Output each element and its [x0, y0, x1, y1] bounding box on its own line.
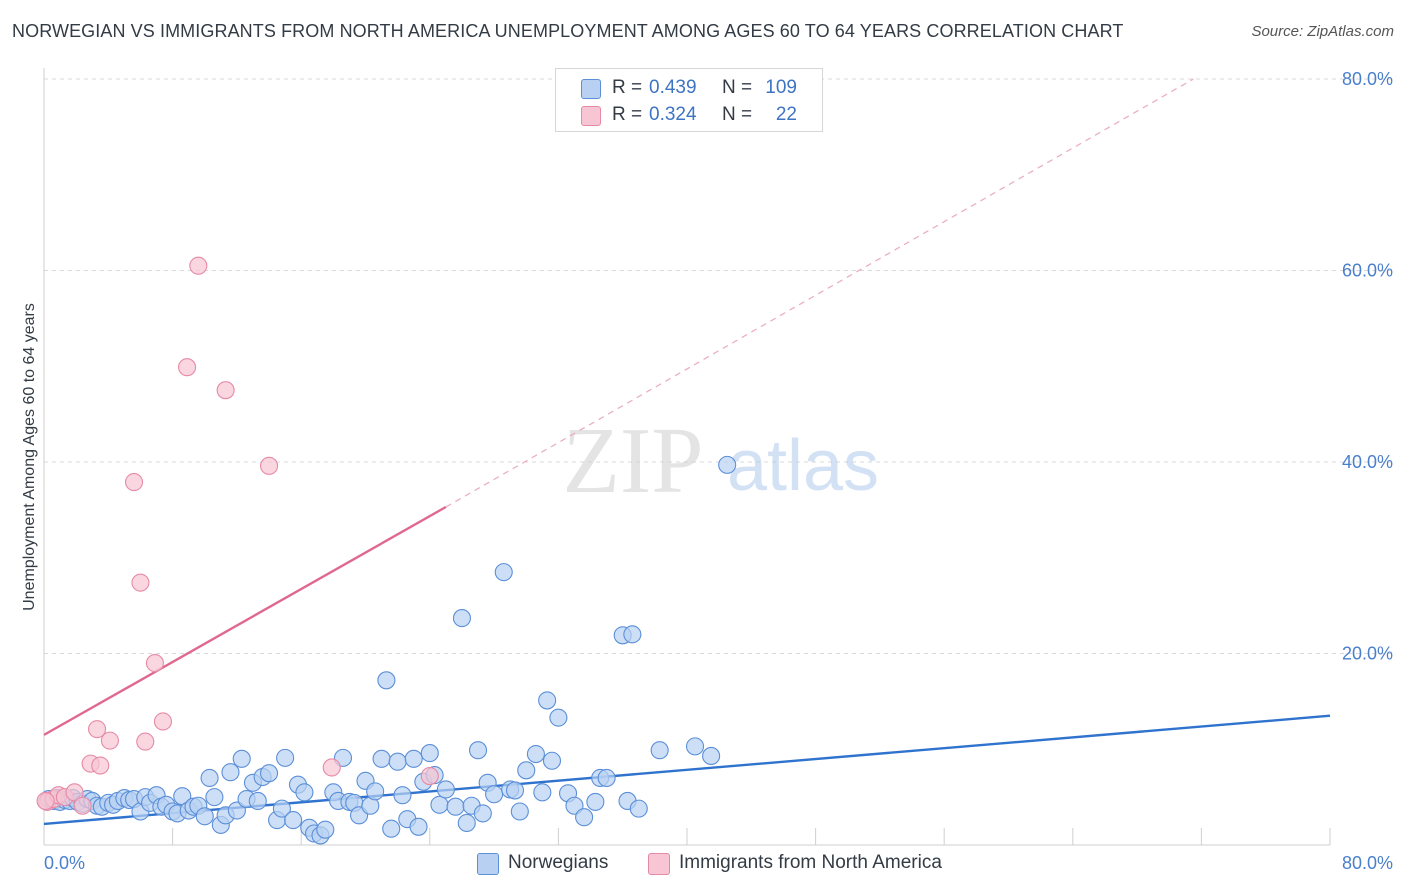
norwegians-point	[533, 783, 552, 802]
legend-n-value: 22	[775, 104, 797, 125]
norwegians-point	[586, 792, 605, 811]
norwegians-point	[221, 763, 240, 782]
norwegians-point	[468, 741, 488, 760]
watermark-zip: ZIP	[563, 409, 704, 513]
immigrants-point	[178, 358, 197, 377]
immigrants-point	[322, 758, 341, 777]
norwegians-point	[316, 820, 335, 839]
legend-r-label: R =	[612, 104, 643, 125]
norwegians-point	[436, 780, 455, 799]
norwegians-point	[517, 761, 536, 780]
immigrants-points	[36, 256, 439, 815]
norwegians-point	[372, 749, 391, 768]
norwegians-point	[409, 817, 428, 836]
legend-swatch-immigrants	[581, 106, 601, 126]
legend-row-immigrants: R = 0.324 N = 22	[556, 100, 822, 128]
bottom-legend-label-norwegians: Norwegians	[508, 852, 609, 873]
source-label: Source: ZipAtlas.com	[1251, 23, 1394, 40]
norwegians-point	[575, 808, 594, 827]
immigrants-point	[73, 796, 92, 815]
legend-n-label: N =	[722, 104, 753, 125]
immigrants-point	[259, 456, 279, 475]
immigrants-point	[420, 767, 439, 786]
y-tick-label: 20.0%	[1342, 644, 1393, 664]
norwegians-point	[200, 768, 219, 788]
norwegians-point	[404, 749, 423, 768]
immigrants-trend-line	[43, 505, 447, 736]
immigrants-point	[189, 256, 208, 275]
bottom-legend-label-immigrants: Immigrants from North America	[679, 852, 942, 873]
y-tick-label: 80.0%	[1342, 69, 1393, 89]
norwegians-point	[623, 625, 642, 644]
legend-r-value: 0.439	[649, 77, 697, 98]
norwegians-point	[629, 799, 648, 818]
norwegians-point	[377, 671, 396, 690]
norwegians-point	[702, 746, 721, 766]
norwegians-point	[473, 804, 492, 823]
norwegians-point	[276, 748, 295, 767]
norwegians-point	[259, 764, 279, 783]
immigrants-point	[91, 756, 110, 775]
legend-n-label: N =	[722, 77, 753, 98]
legend: R = 0.439 N = 109 R = 0.324 N = 22	[555, 68, 823, 132]
x-tick-label: 0.0%	[44, 853, 85, 873]
legend-n-value: 109	[765, 77, 797, 98]
tick-labels: 20.0% 40.0% 60.0% 80.0% 0.0% 80.0%	[44, 69, 1393, 873]
immigrants-point	[216, 381, 235, 400]
legend-r-label: R =	[612, 77, 643, 98]
norwegians-points	[39, 455, 737, 845]
norwegians-point	[420, 744, 439, 763]
legend-r-value: 0.324	[649, 104, 697, 125]
immigrants-point	[36, 791, 55, 811]
norwegians-point	[248, 791, 267, 811]
immigrants-point	[87, 720, 107, 739]
norwegians-point	[597, 768, 616, 788]
norwegians-point	[272, 799, 291, 818]
norwegians-point	[526, 744, 545, 764]
norwegians-point	[446, 797, 465, 816]
bottom-legend: Norwegians Immigrants from North America	[0, 852, 1406, 876]
y-tick-label: 60.0%	[1342, 261, 1393, 281]
norwegians-point	[295, 783, 314, 802]
norwegians-point	[452, 609, 472, 628]
norwegians-point	[510, 802, 529, 821]
legend-row-norwegians: R = 0.439 N = 109	[556, 73, 822, 101]
immigrants-point	[65, 783, 84, 802]
watermark-atlas: atlas	[727, 426, 879, 506]
norwegians-point	[232, 749, 251, 768]
legend-swatch-norwegians	[581, 79, 601, 99]
norwegians-point	[542, 751, 562, 770]
norwegians-point	[195, 807, 214, 826]
chart-title: NORWEGIAN VS IMMIGRANTS FROM NORTH AMERI…	[12, 21, 1124, 41]
norwegians-point	[485, 785, 504, 804]
norwegians-point	[685, 737, 705, 756]
norwegians-point	[366, 782, 385, 801]
immigrants-point	[153, 712, 173, 731]
y-tick-label: 40.0%	[1342, 452, 1393, 472]
immigrants-point	[136, 732, 155, 751]
immigrants-point	[145, 654, 164, 673]
immigrants-trend-extension	[445, 78, 1194, 508]
bottom-legend-swatch-norwegians	[477, 853, 499, 875]
immigrants-point	[124, 473, 144, 492]
norwegians-point	[382, 819, 401, 838]
norwegians-point	[284, 811, 303, 830]
norwegians-point	[650, 741, 669, 760]
immigrants-point	[131, 573, 150, 592]
norwegians-point	[388, 752, 407, 771]
norwegians-point	[457, 813, 476, 833]
norwegians-point	[505, 781, 525, 800]
norwegians-point	[494, 563, 513, 582]
norwegians-point	[205, 788, 224, 807]
immigrants-point	[100, 731, 119, 750]
bottom-legend-swatch-immigrants	[648, 853, 670, 875]
norwegians-point	[538, 691, 557, 710]
norwegians-point	[718, 455, 737, 474]
x-tick-label: 80.0%	[1342, 853, 1393, 873]
watermark: ZIP atlas	[563, 409, 880, 513]
norwegians-point	[430, 795, 449, 814]
norwegians-point	[393, 786, 412, 805]
norwegians-point	[549, 708, 568, 727]
